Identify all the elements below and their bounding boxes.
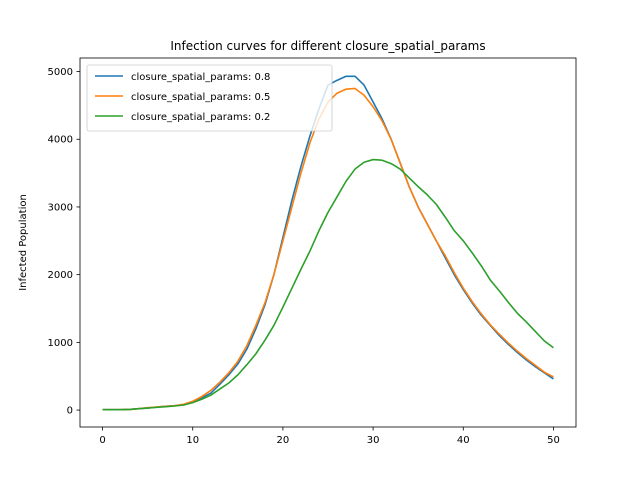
x-tick-label: 30 (367, 435, 380, 446)
x-tick-label: 0 (99, 435, 105, 446)
y-tick-label: 1000 (48, 338, 73, 349)
y-tick-label: 2000 (48, 270, 73, 281)
y-axis: 0 1000 2000 3000 4000 5000 (48, 67, 80, 417)
legend: closure_spatial_params: 0.8 closure_spati… (86, 64, 333, 132)
legend-label-0: closure_spatial_params: 0.8 (131, 72, 270, 83)
series-line-2 (102, 158, 554, 411)
x-axis: 0 10 20 30 40 50 (99, 427, 560, 446)
y-tick-label: 3000 (48, 202, 73, 213)
series-line-1 (102, 87, 554, 411)
y-axis-title: Infected Population (18, 194, 29, 291)
x-tick-label: 10 (186, 435, 199, 446)
legend-label-1: closure_spatial_params: 0.5 (131, 92, 270, 103)
chart-title: Infection curves for different closure_s… (170, 39, 485, 53)
plot-frame (79, 57, 577, 428)
legend-box (86, 64, 333, 132)
legend-label-2: closure_spatial_params: 0.2 (131, 112, 270, 123)
y-tick-label: 5000 (48, 67, 73, 78)
y-tick-label: 4000 (48, 135, 73, 146)
y-tick-label: 0 (67, 406, 73, 417)
x-tick-label: 40 (457, 435, 470, 446)
x-tick-label: 20 (277, 435, 290, 446)
x-tick-label: 50 (547, 435, 560, 446)
